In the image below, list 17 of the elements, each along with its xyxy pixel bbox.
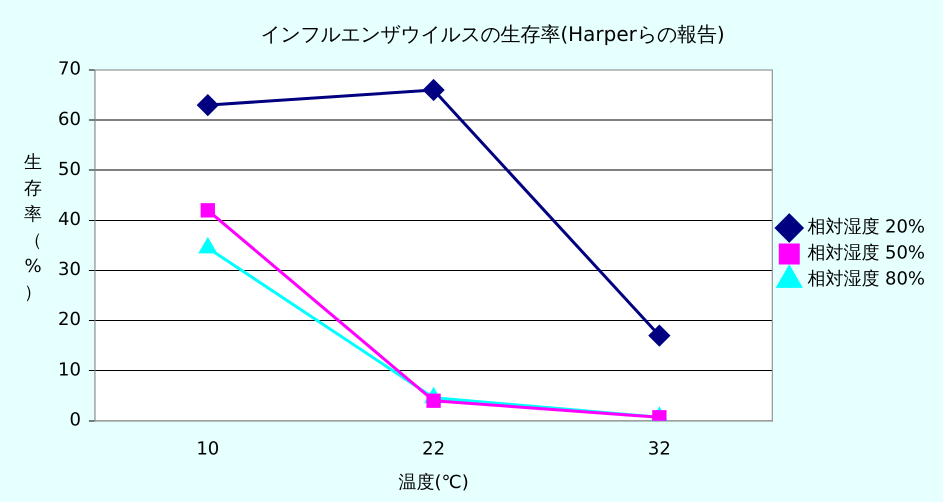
y-tick-label: 40 xyxy=(58,209,81,230)
x-tick-label: 10 xyxy=(196,438,220,460)
y-tick-label: 70 xyxy=(58,58,81,80)
y-tick-label: 0 xyxy=(69,409,81,430)
y-tick-label: 20 xyxy=(58,309,81,330)
y-tick-label: 30 xyxy=(58,259,81,280)
y-axis-title: 生存率（%） xyxy=(23,151,43,305)
x-tick-label: 32 xyxy=(648,438,671,460)
y-tick-label: 10 xyxy=(58,359,81,380)
y-tick-label: 50 xyxy=(58,158,81,180)
y-tick-label: 60 xyxy=(58,108,81,130)
legend-label: 相対湿度 50% xyxy=(807,242,926,264)
legend-label: 相対湿度 20% xyxy=(807,216,926,238)
x-tick-label: 22 xyxy=(422,438,446,460)
x-axis-title: 温度(℃) xyxy=(398,472,469,493)
chart-title: インフルエンザウイルスの生存率(Harperらの報告) xyxy=(260,22,725,46)
legend-label: 相対湿度 80% xyxy=(807,268,926,290)
